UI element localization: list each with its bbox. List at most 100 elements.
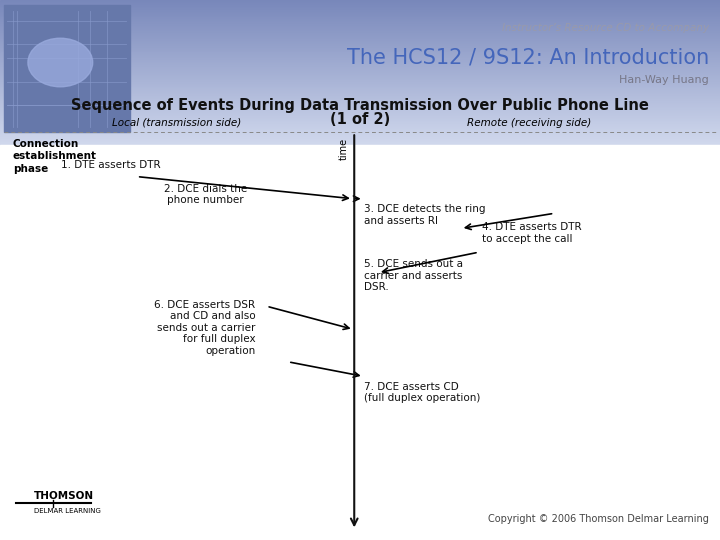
Text: Connection
establishment
phase: Connection establishment phase: [13, 139, 97, 173]
Bar: [0, 99, 720, 100]
Bar: [0, 71, 720, 72]
Bar: [0, 125, 720, 126]
Bar: [0, 64, 720, 65]
Bar: [0, 141, 720, 142]
Bar: [0, 65, 720, 66]
Bar: [0, 116, 720, 117]
Bar: [0, 133, 720, 134]
Bar: [0, 0, 720, 1]
Bar: [0, 48, 720, 49]
Bar: [0, 30, 720, 31]
Text: time: time: [338, 138, 348, 160]
Bar: [0, 118, 720, 119]
Bar: [0, 120, 720, 122]
Bar: [0, 5, 720, 6]
Bar: [0, 29, 720, 30]
Bar: [0, 84, 720, 85]
Text: Han-Way Huang: Han-Way Huang: [619, 75, 709, 85]
Bar: [0, 2, 720, 3]
Bar: [0, 102, 720, 103]
Bar: [0, 42, 720, 43]
Bar: [0, 78, 720, 79]
Bar: [0, 96, 720, 97]
Bar: [0, 22, 720, 23]
Bar: [0, 38, 720, 39]
Bar: [0, 67, 720, 68]
Text: 7. DCE asserts CD
(full duplex operation): 7. DCE asserts CD (full duplex operation…: [364, 382, 480, 403]
Bar: [0, 75, 720, 76]
Bar: [0, 129, 720, 130]
Bar: [0, 62, 720, 63]
Text: 5. DCE sends out a
carrier and asserts
DSR.: 5. DCE sends out a carrier and asserts D…: [364, 259, 463, 292]
Text: (1 of 2): (1 of 2): [330, 112, 390, 127]
Bar: [0, 26, 720, 27]
Bar: [0, 92, 720, 93]
Bar: [0, 12, 720, 14]
Bar: [0, 23, 720, 24]
Bar: [0, 111, 720, 112]
Text: THOMSON: THOMSON: [34, 491, 94, 501]
Bar: [0, 6, 720, 7]
Bar: [0, 28, 720, 29]
Bar: [0, 53, 720, 55]
Bar: [4, 5, 130, 132]
Bar: [0, 89, 720, 90]
Bar: [0, 37, 720, 38]
Bar: [0, 57, 720, 58]
Bar: [0, 136, 720, 137]
Bar: [0, 91, 720, 92]
Bar: [0, 130, 720, 131]
Bar: [0, 9, 720, 10]
Bar: [0, 122, 720, 123]
Bar: [0, 55, 720, 56]
Text: 4. DTE asserts DTR
to accept the call: 4. DTE asserts DTR to accept the call: [482, 222, 582, 244]
Bar: [0, 113, 720, 114]
Bar: [0, 8, 720, 9]
Bar: [0, 79, 720, 80]
Bar: [0, 50, 720, 51]
Bar: [0, 44, 720, 45]
Bar: [0, 34, 720, 35]
Bar: [0, 105, 720, 106]
Text: DELMAR LEARNING: DELMAR LEARNING: [34, 508, 101, 514]
Bar: [0, 10, 720, 11]
Bar: [0, 117, 720, 118]
Bar: [0, 82, 720, 83]
Bar: [0, 107, 720, 108]
Bar: [0, 145, 720, 540]
Bar: [0, 97, 720, 98]
Bar: [0, 119, 720, 120]
Bar: [0, 124, 720, 125]
Bar: [0, 66, 720, 67]
Bar: [0, 140, 720, 141]
Bar: [0, 14, 720, 15]
Bar: [0, 138, 720, 139]
Bar: [0, 85, 720, 86]
Text: 2. DCE dials the
phone number: 2. DCE dials the phone number: [163, 184, 247, 205]
Bar: [0, 106, 720, 107]
Bar: [0, 21, 720, 22]
Bar: [0, 52, 720, 53]
Bar: [0, 123, 720, 124]
Bar: [0, 51, 720, 52]
Bar: [0, 126, 720, 127]
Bar: [0, 58, 720, 59]
Bar: [0, 56, 720, 57]
Bar: [0, 134, 720, 135]
Bar: [0, 19, 720, 21]
Text: The HCS12 / 9S12: An Introduction: The HCS12 / 9S12: An Introduction: [347, 48, 709, 68]
Bar: [0, 69, 720, 70]
Bar: [0, 45, 720, 46]
Bar: [0, 94, 720, 95]
Text: Local (transmission side): Local (transmission side): [112, 118, 241, 128]
Bar: [0, 24, 720, 25]
Text: Copyright © 2006 Thomson Delmar Learning: Copyright © 2006 Thomson Delmar Learning: [488, 515, 709, 524]
Bar: [0, 31, 720, 32]
Bar: [0, 86, 720, 87]
Bar: [0, 36, 720, 37]
Bar: [0, 63, 720, 64]
Text: Sequence of Events During Data Transmission Over Public Phone Line: Sequence of Events During Data Transmiss…: [71, 98, 649, 113]
Bar: [0, 33, 720, 34]
Bar: [0, 74, 720, 75]
Bar: [0, 40, 720, 41]
